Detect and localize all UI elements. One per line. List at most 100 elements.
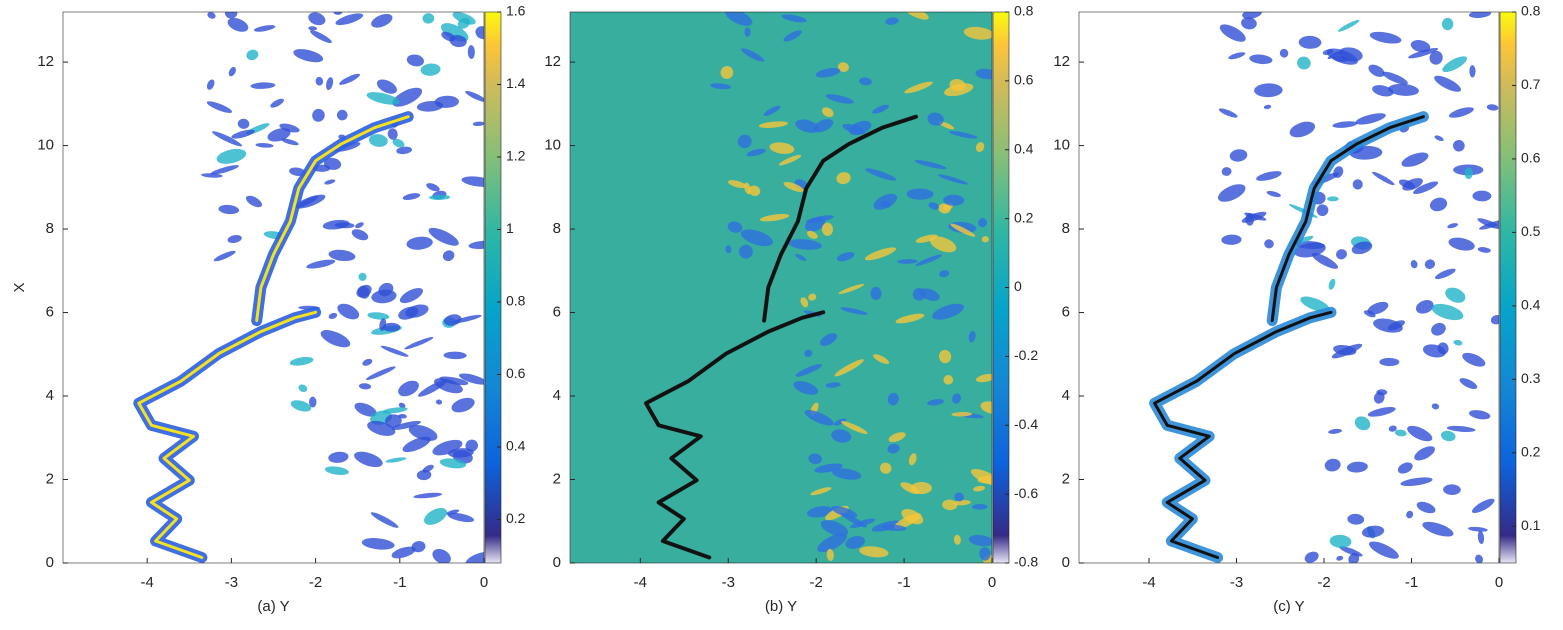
colorbar-tick-label: 0.3: [1521, 370, 1541, 386]
field-blob: [308, 26, 318, 31]
field-blob: [1468, 410, 1491, 420]
field-blob: [339, 73, 360, 85]
field-blob: [1445, 287, 1466, 303]
field-blob: [748, 185, 761, 197]
field-blob: [380, 345, 409, 357]
field-blob: [885, 17, 899, 25]
field-blob: [932, 303, 965, 320]
field-blob: [1351, 241, 1373, 255]
field-blob: [981, 236, 989, 243]
field-blob: [1228, 52, 1246, 60]
field-blob: [850, 518, 876, 529]
field-blob: [253, 25, 276, 32]
colorbar-tick-label: 0.2: [1521, 444, 1541, 460]
colorbar-tick-label: 0.7: [1521, 76, 1541, 92]
field-blob: [806, 506, 833, 518]
field-blob: [356, 284, 372, 298]
field-blob: [1347, 513, 1365, 525]
field-blob: [1388, 425, 1397, 432]
field-blob: [1332, 55, 1349, 62]
field-blob: [398, 306, 419, 320]
field-blob: [406, 236, 433, 250]
field-blob: [1372, 171, 1395, 186]
field-blob: [942, 499, 958, 511]
field-blob: [465, 551, 484, 563]
field-blob: [1346, 461, 1368, 473]
field-blob: [783, 181, 804, 192]
field-blob: [1367, 301, 1389, 315]
field-blob: [1431, 303, 1464, 321]
x-tick-label: -1: [1405, 574, 1418, 591]
field-blob: [1355, 113, 1386, 125]
field-blob: [365, 366, 396, 381]
field-blob: [465, 90, 484, 103]
field-blob: [834, 418, 847, 426]
field-blob: [385, 414, 402, 428]
colorbar-tick-label: 0.4: [1521, 297, 1541, 313]
x-tick-label: 0: [988, 574, 996, 591]
field-blob: [1413, 181, 1439, 195]
field-blob: [1448, 237, 1475, 251]
colorbar-tick-label: 1: [506, 220, 514, 236]
field-blob: [1459, 378, 1478, 389]
field-blob: [1328, 428, 1342, 434]
field-blob: [1400, 477, 1433, 487]
field-blob: [820, 520, 849, 537]
field-blob: [1462, 352, 1486, 367]
field-blob: [1242, 12, 1262, 19]
field-blob: [206, 101, 233, 113]
field-blob: [1440, 430, 1456, 442]
field-blob: [1219, 24, 1246, 42]
field-blob: [408, 424, 438, 441]
field-blob: [978, 218, 987, 228]
field-blob: [212, 131, 243, 147]
colorbar-tick-label: 0.2: [506, 510, 526, 526]
colorbar: [484, 11, 502, 564]
field-blob: [1331, 343, 1363, 359]
field-blob: [927, 399, 944, 406]
field-blob: [1245, 213, 1254, 226]
field-blob: [963, 26, 992, 40]
field-blob: [1289, 121, 1316, 138]
field-blob: [975, 68, 992, 80]
field-blob: [849, 120, 872, 136]
field-blob: [227, 235, 242, 244]
field-blob: [376, 79, 397, 94]
field-blob: [1332, 121, 1358, 128]
y-tick-label: 6: [1062, 304, 1070, 321]
field-blob: [281, 138, 299, 146]
field-blob: [361, 538, 395, 550]
field-blob: [324, 466, 349, 475]
field-blob: [1382, 71, 1408, 85]
field-blob: [1394, 429, 1407, 437]
field-blob: [218, 204, 240, 215]
x-tick-label: -1: [897, 574, 910, 591]
x-tick-label: 0: [1495, 574, 1503, 591]
x-axis-label: (b) Y: [765, 598, 797, 615]
field-blob: [859, 546, 889, 558]
field-blob: [279, 123, 300, 133]
field-blob: [952, 393, 962, 404]
field-blob: [398, 402, 406, 409]
field-blob: [1337, 19, 1360, 32]
field-blob: [398, 380, 419, 397]
field-blob: [746, 148, 766, 157]
field-blob: [1414, 446, 1435, 461]
field-blob: [895, 313, 925, 324]
field-blob: [929, 236, 957, 253]
field-blob: [1298, 35, 1322, 49]
y-tick-label: 6: [46, 304, 54, 321]
field-blob: [1336, 249, 1347, 260]
field-blob: [333, 12, 343, 15]
field-blob: [1352, 179, 1363, 190]
field-blob: [296, 196, 319, 208]
field-blob: [391, 420, 421, 430]
field-blob: [422, 13, 435, 24]
field-blob: [897, 259, 918, 264]
field-blob: [465, 439, 479, 452]
y-tick-label: 4: [553, 387, 561, 404]
y-tick-label: 12: [544, 53, 561, 70]
y-tick-label: 0: [553, 554, 561, 571]
field-blob: [1424, 259, 1436, 269]
field-blob: [1477, 530, 1485, 545]
